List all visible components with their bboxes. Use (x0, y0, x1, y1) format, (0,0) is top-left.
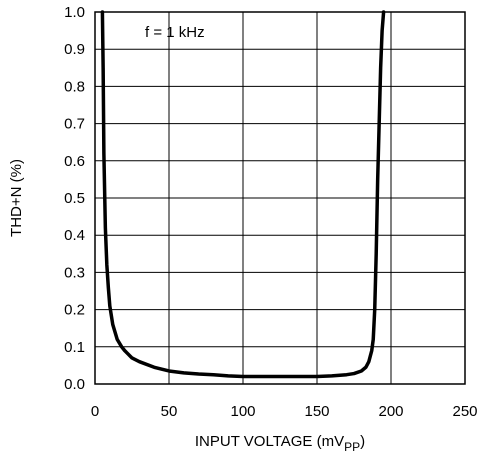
y-tick-label: 1.0 (64, 4, 85, 21)
data-layer (100, 10, 386, 379)
plot-frame (94, 11, 466, 385)
y-tick-label: 0.6 (64, 153, 85, 170)
y-tick-label: 0.2 (64, 302, 85, 319)
annotation-frequency: f = 1 kHz (145, 24, 205, 41)
y-tick-label: 0.4 (64, 227, 85, 244)
x-tick-label: 200 (378, 403, 403, 420)
y-tick-label: 0.7 (64, 116, 85, 133)
x-axis-title-main: INPUT VOLTAGE (mV (195, 433, 344, 450)
y-axis-title: THD+N (%) (8, 159, 25, 237)
x-tick-label: 100 (230, 403, 255, 420)
y-tick-labels: 0.0 0.1 0.2 0.3 0.4 0.5 0.6 0.7 0.8 0.9 1.0 (64, 4, 85, 393)
x-tick-labels: 0 50 100 150 200 250 (91, 403, 478, 420)
y-tick-label: 0.8 (64, 78, 85, 95)
y-tick-label: 0.3 (64, 264, 85, 281)
y-tick-label: 0.0 (64, 376, 85, 393)
x-axis-title-suffix: ) (360, 433, 365, 450)
x-axis-title: INPUT VOLTAGE (mVPP) (195, 433, 365, 454)
x-tick-label: 250 (452, 403, 477, 420)
x-tick-label: 0 (91, 403, 99, 420)
y-tick-label: 0.9 (64, 41, 85, 58)
x-tick-label: 150 (304, 403, 329, 420)
y-tick-label: 0.1 (64, 339, 85, 356)
thd-series-line (100, 10, 386, 379)
grid (95, 12, 465, 384)
y-tick-label: 0.5 (64, 190, 85, 207)
x-tick-label: 50 (161, 403, 178, 420)
x-axis-title-subscript: PP (344, 440, 360, 454)
